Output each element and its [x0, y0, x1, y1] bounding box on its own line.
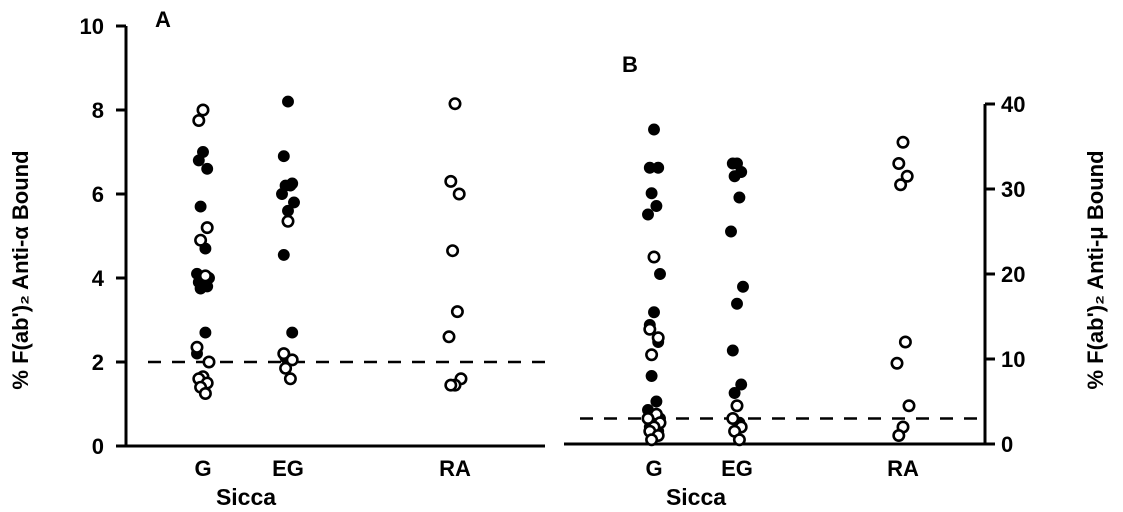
panel-label: A [155, 7, 171, 32]
data-point-open [892, 157, 906, 171]
data-point-filled [726, 157, 739, 170]
data-point-filled [286, 326, 299, 339]
data-point-filled [650, 200, 663, 212]
data-point-open [192, 114, 206, 128]
data-point-open [194, 233, 208, 247]
group-label: Sicca [216, 484, 276, 510]
data-point-open [892, 428, 906, 442]
category-label: EG [272, 456, 304, 481]
data-point-open [285, 353, 299, 367]
data-point-filled [642, 208, 654, 221]
data-point-filled [648, 123, 660, 136]
data-point-open [896, 135, 910, 149]
data-point-open [898, 335, 912, 349]
y-tick-label: 6 [92, 182, 104, 207]
data-point-open [890, 356, 904, 370]
data-point-filled [194, 282, 207, 295]
data-point-open [732, 433, 746, 447]
data-point-filled [731, 297, 743, 310]
data-point-open [200, 221, 214, 235]
y-tick-label: 20 [1001, 262, 1025, 287]
data-point-filled [276, 188, 288, 200]
data-point-open [281, 214, 295, 228]
data-point-filled [282, 204, 294, 217]
data-point-filled [288, 196, 300, 209]
data-point-open [726, 411, 740, 425]
data-point-open [645, 348, 659, 362]
data-point-open [450, 305, 464, 319]
data-point-filled [277, 150, 290, 163]
data-point-open [283, 372, 297, 386]
data-point-open [643, 322, 657, 336]
panel-a: 0 2 4 6 8 10 G EG RA Sicca A % F(ab')₂ Anti-α Bound [8, 7, 545, 510]
data-point-open [446, 244, 460, 258]
data-point-open [444, 378, 458, 392]
data-point-filled [652, 161, 665, 174]
category-label: G [645, 456, 662, 481]
data-point-open [198, 386, 212, 400]
y-tick-label: 0 [1001, 432, 1013, 457]
data-point-filled [201, 162, 214, 175]
data-point-filled [645, 370, 658, 382]
data-point-open [196, 103, 210, 117]
data-point-filled [192, 154, 205, 167]
y-tick-label: 8 [92, 98, 104, 123]
data-point-open [902, 399, 916, 413]
category-label: EG [721, 456, 753, 481]
data-point-open [198, 269, 212, 283]
data-point-open [647, 250, 661, 264]
data-point-filled [726, 344, 739, 357]
data-point-open [452, 187, 466, 201]
data-point-open [651, 331, 665, 345]
y-tick-label: 2 [92, 350, 104, 375]
data-point-open [448, 97, 462, 111]
category-label: RA [439, 456, 471, 481]
data-point-filled [728, 170, 741, 183]
data-point-open [645, 433, 659, 447]
data-point-filled [650, 395, 663, 408]
y-tick-label: 4 [92, 266, 105, 291]
data-point-open [900, 169, 914, 183]
data-point-open [641, 411, 655, 425]
data-point-open [444, 174, 458, 188]
panel-b: 0 10 20 30 40 G EG RA Sicca B % F(ab')₂ Anti-μ Bou… [564, 52, 1108, 510]
data-point-filled [725, 225, 737, 238]
y-tick-label: 10 [80, 14, 104, 39]
y-axis-title: % F(ab')₂ Anti-μ Bound [1083, 150, 1108, 389]
data-point-open [277, 347, 291, 361]
panel-label: B [622, 52, 638, 77]
data-point-open [442, 330, 456, 344]
y-axis-title: % F(ab')₂ Anti-α Bound [8, 150, 33, 389]
y-tick-label: 0 [92, 434, 104, 459]
data-point-filled [654, 268, 666, 280]
data-point-open [894, 178, 908, 192]
category-label: RA [887, 456, 919, 481]
data-point-filled [194, 200, 207, 213]
data-point-open [279, 361, 293, 375]
data-point-filled [277, 248, 290, 261]
data-point-filled [284, 179, 297, 192]
data-point-filled [648, 306, 660, 319]
data-point-open [190, 340, 204, 354]
data-point-filled [737, 280, 749, 293]
data-point-filled [733, 191, 746, 204]
data-point-filled [282, 95, 294, 108]
category-label: G [194, 456, 211, 481]
data-point-open [202, 355, 216, 369]
data-point-open [730, 399, 744, 413]
y-tick-label: 40 [1001, 92, 1025, 117]
data-point-filled [645, 187, 658, 200]
group-label: Sicca [666, 484, 726, 510]
data-point-filled [728, 387, 741, 399]
y-tick-label: 30 [1001, 177, 1025, 202]
data-point-filled [199, 326, 212, 339]
data-point-filled [735, 378, 748, 391]
y-tick-label: 10 [1001, 347, 1025, 372]
